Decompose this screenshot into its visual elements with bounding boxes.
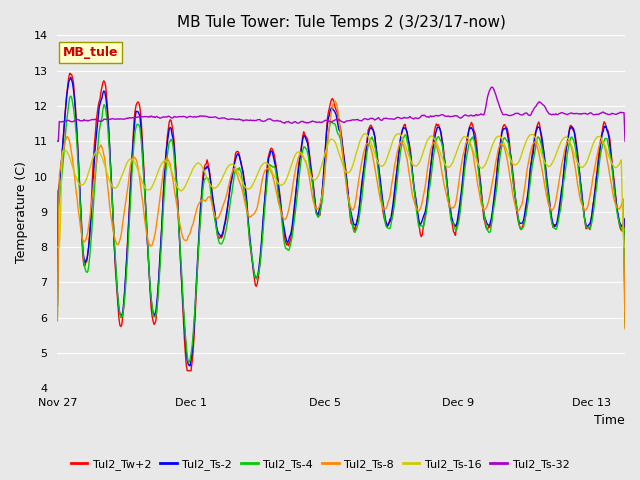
Text: MB_tule: MB_tule: [63, 46, 118, 59]
Legend: Tul2_Tw+2, Tul2_Ts-2, Tul2_Ts-4, Tul2_Ts-8, Tul2_Ts-16, Tul2_Ts-32: Tul2_Tw+2, Tul2_Ts-2, Tul2_Ts-4, Tul2_Ts…: [66, 455, 574, 474]
Y-axis label: Temperature (C): Temperature (C): [15, 161, 28, 263]
Title: MB Tule Tower: Tule Temps 2 (3/23/17-now): MB Tule Tower: Tule Temps 2 (3/23/17-now…: [177, 15, 506, 30]
X-axis label: Time: Time: [595, 414, 625, 427]
